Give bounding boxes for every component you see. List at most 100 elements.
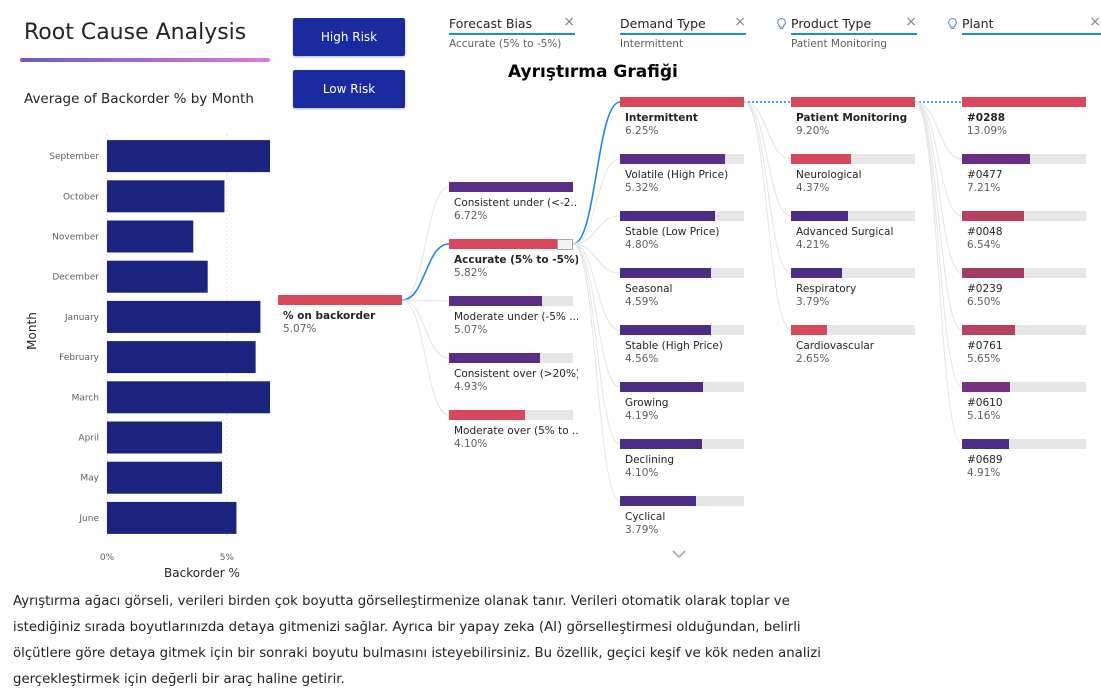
- close-icon[interactable]: ×: [905, 14, 917, 30]
- page-title: Root Cause Analysis: [24, 20, 247, 45]
- node-label: Growing: [625, 397, 669, 409]
- node-value: 3.79%: [796, 296, 830, 308]
- bar-october[interactable]: [107, 180, 225, 213]
- node-value: 3.79%: [625, 524, 659, 536]
- node-value: 5.82%: [454, 267, 488, 279]
- tree-link: [401, 186, 450, 301]
- tree-link: [572, 215, 621, 245]
- node-label: Neurological: [796, 169, 862, 181]
- node-value: 9.20%: [796, 125, 830, 137]
- column-underline: [791, 33, 917, 35]
- node-label: Intermittent: [625, 112, 698, 124]
- node-label: #0610: [967, 397, 1003, 409]
- column-underline: [962, 33, 1101, 35]
- node-value: 5.07%: [283, 323, 317, 335]
- node-bar-track: [791, 268, 915, 278]
- node-bar-track: [962, 439, 1086, 449]
- node-label: Cardiovascular: [796, 340, 875, 352]
- scroll-more-button[interactable]: [671, 545, 687, 564]
- column-header-product-type[interactable]: Product Type × Patient Monitoring: [777, 14, 917, 50]
- node-bar-track: [791, 325, 915, 335]
- node-bar-fill: [962, 97, 1086, 107]
- node-value: 6.72%: [454, 210, 488, 222]
- node-bar-fill: [449, 410, 525, 420]
- node-label: #0689: [967, 454, 1003, 466]
- tree-link: [743, 101, 792, 331]
- y-tick-label: September: [49, 152, 99, 162]
- bar-april[interactable]: [107, 421, 223, 454]
- tree-link: [743, 101, 792, 217]
- node-label: Cyclical: [625, 511, 666, 523]
- chevron-down-icon: [672, 550, 686, 559]
- node-label: Stable (Low Price): [625, 226, 720, 238]
- node-label: Respiratory: [796, 283, 857, 295]
- node-bar-fill: [449, 239, 557, 249]
- y-tick-label: May: [80, 474, 99, 484]
- node-bar-track: [962, 268, 1086, 278]
- bar-june[interactable]: [107, 501, 237, 534]
- tree-link: [914, 101, 963, 160]
- tree-link: [743, 101, 792, 160]
- column-name: Demand Type: [620, 16, 706, 31]
- close-icon[interactable]: ×: [563, 14, 575, 30]
- tree-link: [914, 101, 963, 217]
- tree-link-active: [572, 101, 621, 245]
- lightbulb-icon: [947, 16, 958, 35]
- bar-february[interactable]: [107, 341, 256, 374]
- y-tick-label: October: [63, 192, 99, 202]
- column-selected-value: Patient Monitoring: [791, 38, 888, 50]
- tree-link: [572, 243, 621, 388]
- column-selected-value: Accurate (5% to -5%): [449, 38, 562, 50]
- tree-link: [572, 243, 621, 445]
- tree-link: [401, 299, 450, 359]
- backorder-bar-chart[interactable]: September October November December January F…: [0, 110, 280, 585]
- node-value: 5.16%: [967, 410, 1001, 422]
- node-label: Accurate (5% to -5%): [454, 254, 578, 266]
- column-header-plant[interactable]: Plant ×: [948, 14, 1101, 48]
- node-bar-fill: [962, 382, 1011, 392]
- bar-march[interactable]: [107, 381, 270, 414]
- tree-link: [572, 243, 621, 502]
- bar-january[interactable]: [107, 300, 261, 333]
- node-value: 5.32%: [625, 182, 659, 194]
- node-value: 13.09%: [967, 125, 1008, 137]
- node-value: 5.65%: [967, 353, 1001, 365]
- node-label: Volatile (High Price): [625, 169, 729, 181]
- node-value: 6.50%: [967, 296, 1001, 308]
- x-tick-label: 5%: [220, 553, 235, 563]
- bar-december[interactable]: [107, 260, 208, 293]
- bar-november[interactable]: [107, 220, 194, 253]
- tree-link: [401, 299, 450, 302]
- node-label: #0761: [967, 340, 1003, 352]
- node-bar-fill: [962, 268, 1024, 278]
- node-value: 2.65%: [796, 353, 830, 365]
- low-risk-button[interactable]: Low Risk: [293, 70, 405, 108]
- column-header-demand-type[interactable]: Demand Type × Intermittent: [620, 14, 746, 50]
- column-underline: [620, 33, 746, 35]
- node-value: 4.37%: [796, 182, 830, 194]
- tree-link: [743, 101, 792, 274]
- y-tick-label: March: [72, 393, 99, 403]
- node-label: #0288: [967, 112, 1006, 124]
- node-bar-fill: [620, 97, 744, 107]
- node-label: Moderate under (-5% ...: [454, 311, 578, 323]
- node-bar-fill: [791, 97, 915, 107]
- node-bar-track: [962, 382, 1086, 392]
- expand-node-button[interactable]: [557, 239, 573, 250]
- node-bar-track: [791, 211, 915, 221]
- node-value: 4.80%: [625, 239, 659, 251]
- node-label: Seasonal: [625, 283, 673, 295]
- node-bar-fill: [791, 211, 849, 221]
- close-icon[interactable]: ×: [1089, 14, 1101, 30]
- column-header-forecast-bias[interactable]: Forecast Bias × Accurate (5% to -5%): [449, 14, 575, 50]
- tree-connectors: [401, 101, 963, 502]
- high-risk-button[interactable]: High Risk: [293, 18, 405, 56]
- node-label: #0239: [967, 283, 1003, 295]
- node-bar-fill: [620, 325, 711, 335]
- bar-may[interactable]: [107, 461, 223, 494]
- column-selected-value: Intermittent: [620, 38, 684, 50]
- bar-september[interactable]: [107, 140, 270, 173]
- node-bar-track: [962, 325, 1086, 335]
- decomposition-tree-title: Ayrıştırma Grafiği: [508, 62, 678, 82]
- close-icon[interactable]: ×: [734, 14, 746, 30]
